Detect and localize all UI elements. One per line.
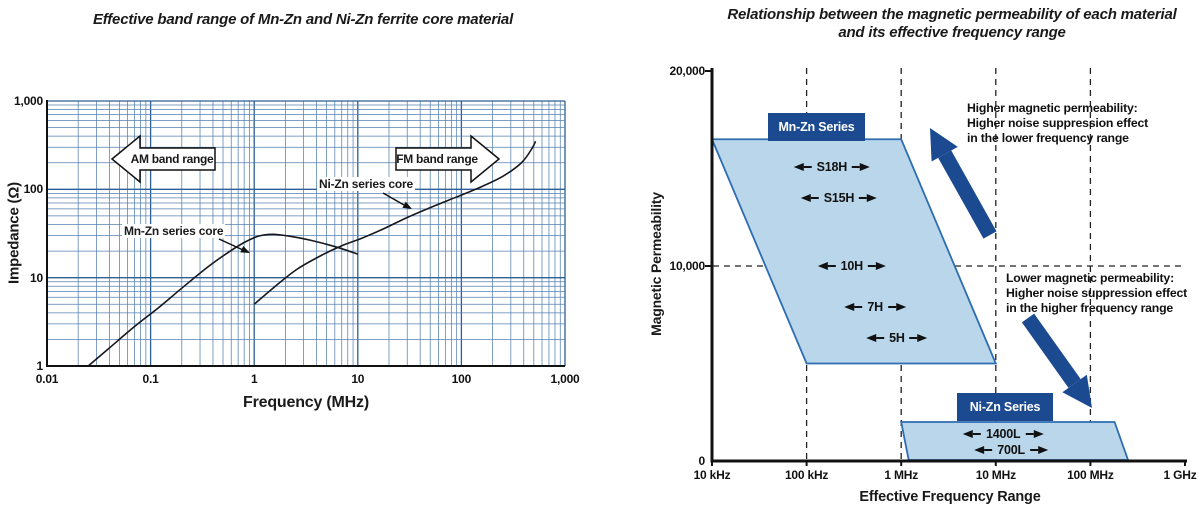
x-tick-label: 100 MHz (1067, 468, 1114, 482)
curve-label-leader-arrows (218, 192, 412, 253)
x-tick-label: 1 (250, 372, 258, 386)
y-tick-label: 1,000 (13, 94, 43, 108)
x-tick-label: 1 MHz (884, 468, 919, 482)
y-tick-label: 1 (36, 359, 44, 373)
ni-zn-curve (253, 140, 537, 305)
note-higher-permeability: Higher magnetic permeability: Higher nois… (967, 101, 1149, 145)
left-chart-title: Effective band range of Mn-Zn and Ni-Zn … (92, 11, 514, 28)
material-range-10h: 10H (817, 259, 886, 273)
y-tick-label: 20,000 (669, 64, 705, 78)
y-tick-label: 10 (30, 270, 43, 285)
material-range-7h: 7H (844, 300, 906, 314)
x-tick-label: 10 (351, 372, 365, 386)
x-tick-label: 1,000 (550, 372, 580, 386)
x-tick-label: 10 MHz (975, 468, 1016, 482)
impedance-axis-label: Impedance (Ω) (5, 182, 23, 284)
material-range-s15h: S15H (800, 191, 878, 205)
note-lower-permeability: Lower magnetic permeability: Higher noise… (1006, 271, 1188, 315)
x-tick-label: 0.1 (142, 372, 159, 386)
effective-frequency-axis-label: Effective Frequency Range (859, 489, 1041, 505)
am-band-range-label: AM band range (130, 152, 214, 166)
mn-zn-series-badge: Mn-Zn Series (768, 113, 865, 141)
x-tick-label: 1 GHz (1163, 468, 1197, 482)
mn-zn-curve-label: Mn-Zn series core (122, 224, 226, 238)
arrow-up-left (930, 128, 958, 162)
arrow-down-right (1062, 374, 1092, 408)
x-tick-label: 100 (451, 372, 472, 386)
ni-zn-series-badge: Ni-Zn Series (957, 393, 1053, 421)
y-tick-label: 0 (698, 454, 706, 468)
fm-band-range-label: FM band range (396, 152, 478, 166)
material-range-1400l: 1400L (963, 427, 1044, 441)
material-range-s18h: S18H (793, 160, 871, 174)
x-tick-label: 10 kHz (693, 468, 731, 482)
permeability-chart-axes (705, 68, 1187, 466)
x-tick-label: 0.01 (35, 372, 59, 386)
trend-arrows (930, 128, 1092, 408)
material-range-5h: 5H (866, 331, 928, 345)
y-tick-label: 10,000 (669, 259, 705, 273)
am-band-arrow-shape (110, 134, 216, 184)
y-tick-label: 100 (23, 182, 44, 197)
impedance-curves (87, 140, 537, 367)
right-chart-title: Relationship between the magnetic permea… (727, 6, 1177, 41)
frequency-axis-label: Frequency (MHz) (243, 394, 369, 411)
fm-band-arrow-shape (395, 134, 501, 184)
material-range-700l: 700L (974, 443, 1048, 457)
impedance-chart-axes (46, 100, 565, 367)
x-tick-label: 100 kHz (784, 468, 829, 482)
band-range-arrows (110, 134, 501, 184)
ni-zn-curve-label: Ni-Zn series core (317, 177, 415, 191)
permeability-bands (710, 138, 1130, 461)
